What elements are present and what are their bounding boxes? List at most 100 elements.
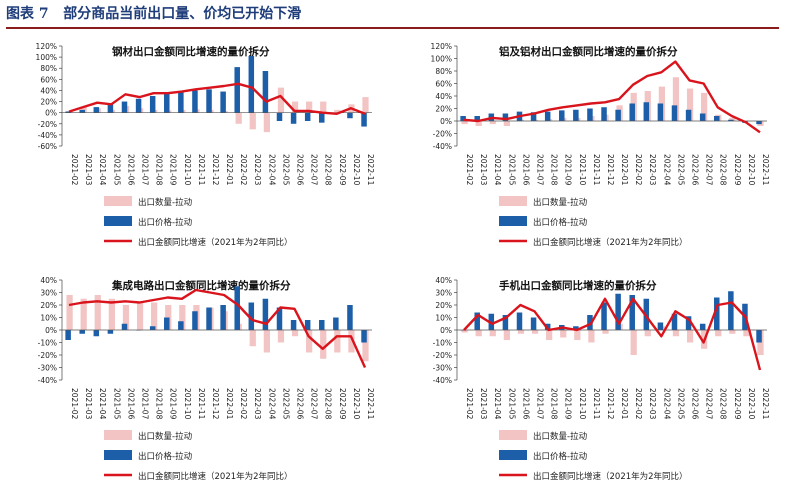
price-bar bbox=[629, 103, 635, 121]
chart-aluminum: 铝及铝材出口金额同比增速的量价拆分 -40% -20% 0% 20% 40% 60% 80% 1… bbox=[431, 42, 770, 248]
legend-swatch-price bbox=[499, 450, 527, 460]
growth-line bbox=[463, 60, 761, 134]
price-bar bbox=[178, 92, 184, 113]
quantity-bar bbox=[489, 121, 496, 125]
quantity-bar bbox=[320, 330, 327, 359]
x-tick-label: 2021-08 bbox=[155, 388, 164, 420]
quantity-bar bbox=[630, 330, 637, 355]
x-tick-label: 2022-01 bbox=[620, 388, 629, 420]
price-bar bbox=[121, 323, 128, 330]
price-bar bbox=[530, 112, 537, 121]
x-tick-label: 2022-07 bbox=[705, 388, 714, 420]
price-bar bbox=[474, 312, 480, 330]
price-bar bbox=[714, 116, 720, 121]
price-bar bbox=[657, 322, 664, 330]
price-bar bbox=[714, 297, 720, 330]
x-tick-label: 2022-06 bbox=[691, 154, 700, 186]
quantity-bar bbox=[560, 330, 567, 338]
x-tick-label: 2022-10 bbox=[352, 388, 361, 420]
quantity-bar bbox=[179, 305, 186, 330]
x-tick-label: 2022-03 bbox=[648, 388, 657, 420]
legend-label-price: 出口价格-拉动 bbox=[533, 451, 588, 462]
price-bar bbox=[699, 113, 706, 121]
y-tick-label: 30% bbox=[435, 289, 452, 298]
quantity-bar bbox=[729, 117, 736, 121]
price-bar bbox=[121, 101, 128, 113]
x-tick-label: 2022-04 bbox=[267, 388, 276, 420]
y-tick-label: 120% bbox=[431, 42, 452, 51]
price-bar bbox=[107, 104, 114, 113]
legend-swatch-quantity bbox=[104, 196, 132, 206]
y-tick-label: -40% bbox=[38, 131, 57, 140]
header-rule bbox=[6, 27, 779, 29]
x-tick-label: 2022-09 bbox=[338, 388, 347, 420]
chart-title: 铝及铝材出口金额同比增速的量价拆分 bbox=[499, 45, 678, 58]
price-bar bbox=[234, 67, 240, 113]
quantity-bar bbox=[334, 109, 341, 113]
y-tick-label: 20% bbox=[40, 301, 57, 310]
price-bar bbox=[559, 110, 565, 121]
price-bar bbox=[530, 317, 537, 330]
x-tick-label: 2021-04 bbox=[98, 154, 107, 186]
price-bar bbox=[333, 317, 339, 330]
legend-label-quantity: 出口数量-拉动 bbox=[533, 197, 588, 208]
quantity-bar bbox=[291, 330, 299, 337]
price-bar bbox=[361, 330, 367, 343]
y-tick-label: 40% bbox=[435, 276, 452, 285]
quantity-bar bbox=[277, 330, 285, 343]
quantity-bar bbox=[672, 77, 680, 121]
quantity-bar bbox=[263, 330, 270, 353]
x-tick-label: 2021-09 bbox=[564, 154, 573, 186]
quantity-bar bbox=[475, 121, 482, 126]
x-tick-label: 2021-12 bbox=[606, 154, 615, 186]
quantity-bar bbox=[291, 101, 299, 113]
x-tick-label: 2022-02 bbox=[239, 154, 248, 186]
x-tick-label: 2021-12 bbox=[211, 154, 220, 186]
y-tick-label: -30% bbox=[433, 364, 452, 373]
x-tick-label: 2022-11 bbox=[366, 388, 375, 420]
x-tick-label: 2022-08 bbox=[324, 388, 333, 420]
price-bar bbox=[304, 112, 311, 121]
x-tick-label: 2021-11 bbox=[592, 388, 601, 420]
x-tick-label: 2022-02 bbox=[634, 154, 643, 186]
price-bar bbox=[79, 330, 85, 334]
y-tick-label: 20% bbox=[40, 98, 57, 107]
price-bar bbox=[671, 313, 678, 330]
growth-line bbox=[463, 297, 762, 371]
x-tick-label: 2021-04 bbox=[493, 154, 502, 186]
x-tick-label: 2021-08 bbox=[550, 388, 559, 420]
y-tick-label: 20% bbox=[435, 105, 452, 114]
price-bar bbox=[65, 111, 71, 113]
price-bar bbox=[93, 107, 100, 113]
x-tick-label: 2021-03 bbox=[479, 154, 488, 186]
price-bar bbox=[685, 316, 692, 330]
price-bar bbox=[107, 330, 114, 334]
price-bar bbox=[699, 323, 706, 330]
x-tick-label: 2021-05 bbox=[112, 154, 121, 186]
y-tick-label: -20% bbox=[38, 120, 57, 129]
y-tick-label: 100% bbox=[431, 55, 452, 64]
legend-label-price: 出口价格-拉动 bbox=[533, 217, 588, 228]
legend-label-growth: 出口金额同比增速（2021年为2年同比） bbox=[138, 237, 293, 248]
quantity-bar bbox=[461, 121, 468, 125]
x-tick-label: 2022-08 bbox=[324, 154, 333, 186]
x-tick-label: 2022-04 bbox=[267, 154, 276, 186]
legend-label-growth: 出口金额同比增速（2021年为2年同比） bbox=[533, 237, 688, 248]
figure-header: 图表 7 部分商品当前出口量、价均已开始下滑 bbox=[6, 3, 778, 27]
x-tick-label: 2022-08 bbox=[719, 388, 728, 420]
y-tick-label: -20% bbox=[433, 351, 452, 360]
price-bar bbox=[516, 312, 523, 330]
x-tick-label: 2022-01 bbox=[225, 154, 234, 186]
price-bar bbox=[643, 102, 650, 121]
x-tick-label: 2021-11 bbox=[197, 154, 206, 186]
price-bar bbox=[671, 105, 678, 121]
x-tick-label: 2022-09 bbox=[733, 154, 742, 186]
x-tick-label: 2021-08 bbox=[155, 154, 164, 186]
quantity-bar bbox=[320, 101, 327, 113]
price-bar bbox=[276, 307, 283, 330]
price-bar bbox=[460, 116, 466, 121]
price-bar bbox=[347, 305, 353, 330]
price-bar bbox=[728, 119, 734, 121]
y-tick-label: -40% bbox=[433, 376, 452, 385]
x-tick-label: 2021-07 bbox=[141, 154, 150, 186]
